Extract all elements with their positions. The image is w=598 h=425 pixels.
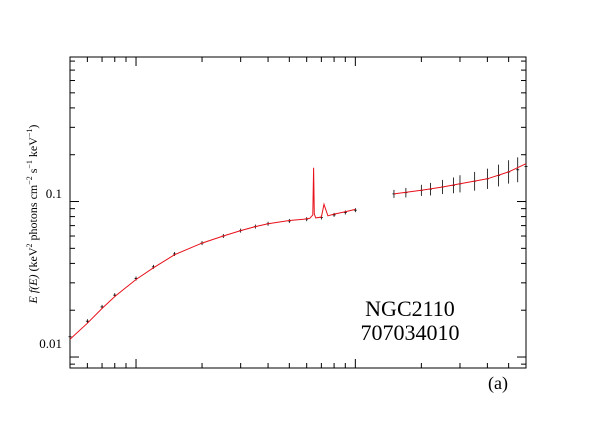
axis-ticks — [69, 57, 527, 368]
annotation-obs-id: 707034010 — [361, 320, 460, 345]
ylabel-mid3: keV — [26, 137, 40, 160]
ylabel-sup4: −1 — [25, 129, 34, 138]
data-points — [68, 153, 528, 339]
data-point — [524, 153, 528, 180]
ylabel-rest: (keV — [26, 247, 40, 274]
ylabel-mid1: photons cm — [26, 184, 40, 243]
plot-frame — [69, 56, 527, 369]
ytick-label-0.01: 0.01 — [39, 336, 62, 351]
ylabel-mid2: s — [26, 168, 40, 176]
ylabel-sup3: −1 — [25, 160, 34, 169]
data-point — [353, 208, 357, 213]
data-point — [85, 319, 89, 324]
ylabel-var: E f(E) — [26, 274, 40, 304]
data-point — [68, 334, 72, 339]
y-axis-label: E f(E) (keV2 photons cm−2 s−1 keV−1) — [25, 125, 40, 305]
data-point — [343, 210, 347, 215]
model-line-hard — [393, 163, 527, 195]
annotation-object-name: NGC2110 — [365, 296, 455, 321]
model-line — [69, 167, 356, 340]
ylabel-sup1: 2 — [25, 243, 34, 247]
data-point — [516, 157, 520, 183]
ytick-label-0.1: 0.1 — [46, 186, 62, 201]
ylabel-end: ) — [26, 125, 40, 129]
panel-label: (a) — [488, 373, 508, 394]
ylabel-sup2: −2 — [25, 176, 34, 185]
